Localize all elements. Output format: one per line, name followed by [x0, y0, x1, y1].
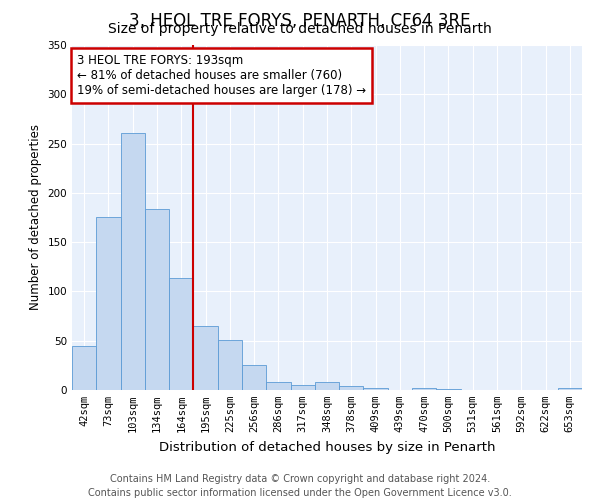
Bar	[436, 389, 461, 390]
Bar	[315, 382, 339, 390]
Bar	[266, 382, 290, 390]
Bar	[121, 132, 145, 390]
Bar	[290, 385, 315, 390]
Bar	[339, 386, 364, 390]
Text: 3, HEOL TRE FORYS, PENARTH, CF64 3RE: 3, HEOL TRE FORYS, PENARTH, CF64 3RE	[129, 12, 471, 30]
Bar	[72, 346, 96, 390]
Bar	[218, 340, 242, 390]
Y-axis label: Number of detached properties: Number of detached properties	[29, 124, 42, 310]
Text: Size of property relative to detached houses in Penarth: Size of property relative to detached ho…	[108, 22, 492, 36]
Bar	[364, 388, 388, 390]
Bar	[558, 388, 582, 390]
Bar	[193, 326, 218, 390]
Bar	[412, 388, 436, 390]
Bar	[145, 208, 169, 390]
Bar	[169, 278, 193, 390]
Bar	[242, 366, 266, 390]
Bar	[96, 216, 121, 390]
Text: 3 HEOL TRE FORYS: 193sqm
← 81% of detached houses are smaller (760)
19% of semi-: 3 HEOL TRE FORYS: 193sqm ← 81% of detach…	[77, 54, 366, 96]
Text: Contains HM Land Registry data © Crown copyright and database right 2024.
Contai: Contains HM Land Registry data © Crown c…	[88, 474, 512, 498]
X-axis label: Distribution of detached houses by size in Penarth: Distribution of detached houses by size …	[159, 440, 495, 454]
